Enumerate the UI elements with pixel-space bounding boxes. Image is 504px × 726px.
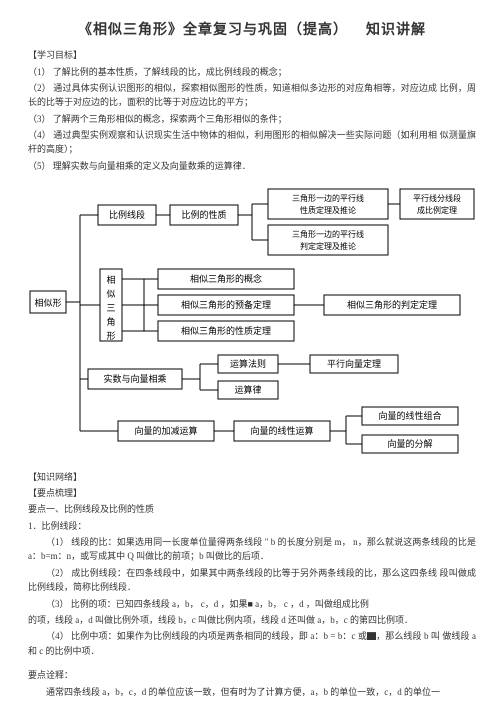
- goal-item: （5） 理解实数与向量相乘的定义及向量数乘的运算律．: [28, 159, 476, 173]
- point1-sub: 1．比例线段：: [28, 519, 476, 533]
- goal-item: （2） 通过具体实例认识图形的相似，探索相似图形的性质，知道相似多边形的对应角相…: [28, 81, 476, 110]
- point1-item: （4） 比例中项：如果作为比例线段的内项是两条相同的线段，即 a：b = b：c…: [28, 629, 476, 658]
- svg-text:比例线段: 比例线段: [109, 209, 145, 220]
- svg-text:三: 三: [106, 303, 115, 313]
- svg-text:性质定理及推论: 性质定理及推论: [300, 205, 356, 215]
- point1-head: 要点一、比例线段及比例的性质: [28, 502, 476, 516]
- point1-item: （2） 成比例线段：在四条线段中，如果其中两条线段的比等于另外两条线段的比，那么…: [28, 566, 476, 595]
- svg-text:比例的性质: 比例的性质: [181, 209, 226, 220]
- svg-text:实数与向量相乘: 实数与向量相乘: [103, 373, 166, 384]
- svg-text:相似三角形的性质定理: 相似三角形的性质定理: [181, 325, 271, 336]
- svg-text:相似形: 相似形: [34, 297, 61, 308]
- svg-text:平行向量定理: 平行向量定理: [327, 358, 381, 369]
- svg-text:向量的加减运算: 向量的加减运算: [134, 425, 197, 436]
- svg-text:似: 似: [106, 289, 115, 299]
- knowledge-diagram: 相似形 比例线段 比例的性质 三角形一边的平行线 性质定理及推论 三角形一边的平…: [28, 183, 476, 463]
- svg-text:运算法则: 运算法则: [230, 358, 266, 369]
- goal-item: （3） 了解两个三角形相似的概念，探索两个三角形相似的条件；: [28, 112, 476, 126]
- network-heading: 【知识网络】: [28, 471, 476, 485]
- svg-text:相似三角形的判定定理: 相似三角形的判定定理: [347, 299, 437, 310]
- svg-text:平行线分线段: 平行线分线段: [413, 193, 461, 203]
- point1-item: （3） 比例的项：已知四条线段 a，b， c，d ，如果■ a，b， c ，d …: [28, 597, 476, 611]
- svg-text:相似三角形的概念: 相似三角形的概念: [190, 273, 262, 284]
- svg-text:三角形一边的平行线: 三角形一边的平行线: [292, 229, 364, 239]
- svg-text:向量的线性运算: 向量的线性运算: [250, 425, 313, 436]
- svg-text:相: 相: [106, 274, 115, 285]
- svg-text:向量的线性组合: 向量的线性组合: [378, 410, 441, 421]
- svg-text:角: 角: [106, 316, 115, 327]
- svg-text:形: 形: [106, 330, 115, 341]
- goal-item: （1） 了解比例的基本性质，了解线段的比，成比例线段的概念；: [28, 65, 476, 79]
- point1-item: （1） 线段的比：如果选用同一长度单位量得两条线段 " b 的长度分别是 m， …: [28, 535, 476, 564]
- points-heading: 【要点梳理】: [28, 487, 476, 501]
- svg-text:三角形一边的平行线: 三角形一边的平行线: [292, 193, 364, 203]
- svg-text:向量的分解: 向量的分解: [387, 438, 432, 449]
- svg-text:成比例定理: 成比例定理: [417, 205, 457, 215]
- point1-item: 的项，线段 a，d 叫做比例外项，线段 b，c 叫做比例内项，线段 d 还叫做 …: [28, 613, 476, 627]
- page-title: 《相似三角形》全章复习与巩固（提高）知识讲解: [28, 20, 476, 41]
- note-body: 通常四条线段 a，b，c，d 的单位应该一致，但有时为了计算方便，a，b 的单位…: [28, 685, 476, 699]
- svg-text:判定定理及推论: 判定定理及推论: [300, 241, 356, 251]
- goals-heading: 【学习目标】: [28, 49, 476, 63]
- svg-text:运算律: 运算律: [234, 384, 261, 395]
- goal-item: （4） 通过典型实例观察和认识现实生活中物体的相似，利用图形的相似解决一些实际问…: [28, 128, 476, 157]
- note-head: 要点诠释：: [28, 668, 476, 682]
- svg-text:相似三角形的预备定理: 相似三角形的预备定理: [181, 299, 271, 310]
